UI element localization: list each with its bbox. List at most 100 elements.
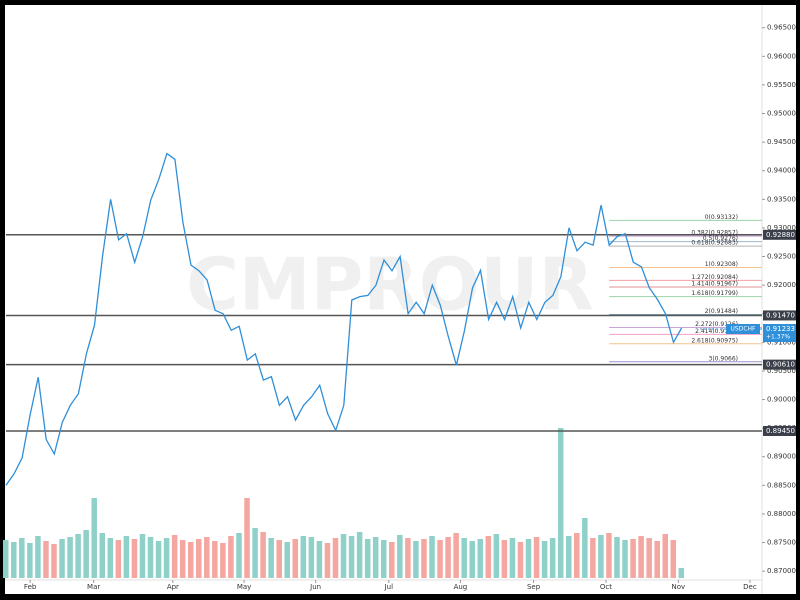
volume-bar xyxy=(284,542,290,578)
volume-bar xyxy=(678,568,685,578)
level-label: 0.91470 xyxy=(766,311,795,319)
fib-label: 2.618(0.90975) xyxy=(691,337,738,344)
level-badge xyxy=(763,310,796,321)
last-badge xyxy=(763,324,796,343)
symbol-label: USDCHF xyxy=(731,326,757,333)
volume-bar xyxy=(171,535,178,578)
y-tick-label: 0.92000 xyxy=(767,281,796,289)
volume-bar xyxy=(179,540,186,578)
volume-bar xyxy=(35,536,41,578)
y-tick-label: 0.91000 xyxy=(767,338,796,346)
volume-bar xyxy=(187,542,194,578)
volume-bar xyxy=(212,541,218,578)
y-tick-label: 0.95000 xyxy=(767,110,796,118)
volume-bar xyxy=(244,498,250,578)
volume-bar xyxy=(324,543,331,578)
volume-bar xyxy=(292,539,299,578)
volume-bar xyxy=(622,540,628,578)
fib-label: 2.272(0.9126) xyxy=(695,321,738,328)
volume-bar xyxy=(413,541,419,578)
watermark: CMPROUR xyxy=(186,243,594,327)
volume-bar xyxy=(123,536,130,578)
y-tick-label: 0.89000 xyxy=(767,453,796,461)
volume-bar xyxy=(332,538,339,578)
volume-bar xyxy=(372,537,379,578)
fib-label: 3(0.9066) xyxy=(709,355,739,362)
volume-bar xyxy=(340,534,347,578)
volume-bar xyxy=(493,534,500,578)
x-tick-label: Aug xyxy=(454,583,468,591)
volume-bar xyxy=(115,540,122,578)
volume-bar xyxy=(662,534,668,578)
y-tick-label: 0.87000 xyxy=(767,567,796,575)
volume-bar xyxy=(389,542,395,578)
level-badge xyxy=(763,229,796,240)
fib-label: 1.618(0.91799) xyxy=(691,290,738,297)
volume-bar xyxy=(99,533,106,578)
volume-bar xyxy=(445,537,451,578)
fib-label: 2.414(0.9114) xyxy=(695,328,738,335)
volume-bar xyxy=(155,541,162,578)
volume-bar xyxy=(565,536,572,578)
volume-bar xyxy=(582,518,588,578)
volume-bar xyxy=(437,540,443,578)
y-tick-label: 0.90000 xyxy=(767,396,796,404)
volume-bar xyxy=(501,540,508,578)
volume-bar xyxy=(67,537,73,578)
volume-bar xyxy=(75,534,81,578)
volume-bar xyxy=(3,540,9,578)
volume-bar xyxy=(630,539,636,578)
volume-bar xyxy=(260,532,266,578)
volume-bar xyxy=(139,534,146,578)
y-tick-label: 0.92500 xyxy=(767,253,796,261)
volume-bar xyxy=(574,533,580,578)
volume-bar xyxy=(147,537,154,578)
volume-bar xyxy=(196,539,202,578)
fib-label: 2(0.91484) xyxy=(705,308,738,315)
y-tick-label: 0.93000 xyxy=(767,224,796,232)
volume-bar xyxy=(220,543,226,578)
volume-bar xyxy=(533,537,540,578)
volume-bar xyxy=(429,536,435,578)
x-tick-label: Apr xyxy=(167,583,179,591)
volume-bar xyxy=(638,536,644,578)
y-tick-label: 0.90500 xyxy=(767,367,796,375)
level-label: 0.90610 xyxy=(766,361,795,369)
last-price: 0.91233 xyxy=(766,325,795,333)
volume-bar xyxy=(549,538,556,578)
volume-bar xyxy=(590,538,596,578)
volume-bar xyxy=(107,538,114,578)
volume-bar xyxy=(517,542,524,578)
volume-bar xyxy=(43,541,49,578)
volume-bar xyxy=(557,428,564,578)
volume-bar xyxy=(654,541,660,578)
volume-bar xyxy=(509,538,516,578)
x-tick-label: May xyxy=(237,583,251,591)
y-tick-label: 0.87500 xyxy=(767,539,796,547)
fib-label: 0.618(0.92683) xyxy=(691,240,738,247)
volume-bar xyxy=(91,498,97,578)
volume-bar xyxy=(469,541,475,578)
volume-bar xyxy=(268,538,274,578)
level-label: 0.92880 xyxy=(766,231,795,239)
y-tick-label: 0.94000 xyxy=(767,167,796,175)
volume-bar xyxy=(525,539,532,578)
volume-bar xyxy=(252,528,258,578)
volume-bar xyxy=(228,536,234,578)
x-tick-label: Mar xyxy=(87,583,100,591)
fib-label: 0(0.93132) xyxy=(705,214,738,221)
y-tick-label: 0.88500 xyxy=(767,481,796,489)
volume-bar xyxy=(477,539,484,578)
volume-bar xyxy=(397,535,403,578)
volume-bar xyxy=(453,533,459,578)
volume-bar xyxy=(131,539,138,578)
volume-bar xyxy=(598,535,604,578)
x-tick-label: Feb xyxy=(24,583,37,591)
y-tick-label: 0.93500 xyxy=(767,195,796,203)
volume-bar xyxy=(670,540,677,578)
x-tick-label: Jun xyxy=(309,583,321,591)
volume-bar xyxy=(541,541,548,578)
volume-bar xyxy=(614,537,620,578)
y-tick-label: 0.96000 xyxy=(767,52,796,60)
